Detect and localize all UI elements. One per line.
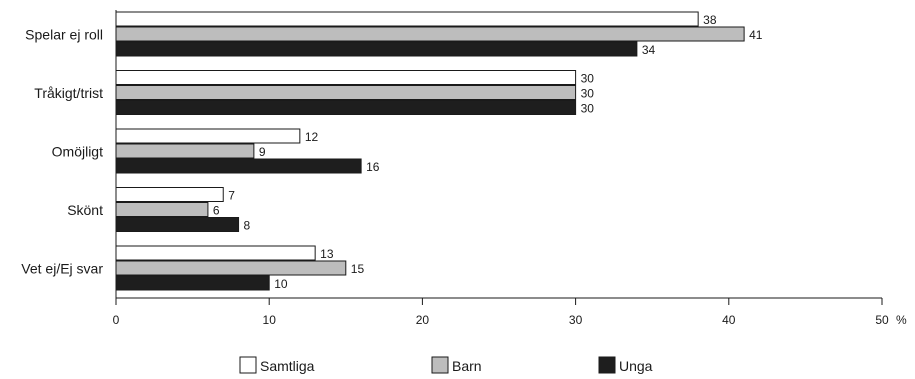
value-label: 8: [244, 219, 251, 233]
value-label: 30: [581, 72, 595, 86]
legend-label-samtliga: Samtliga: [260, 358, 315, 374]
category-label: Vet ej/Ej svar: [21, 261, 103, 277]
category-label: Skönt: [67, 202, 103, 218]
x-tick-label: 40: [722, 313, 736, 327]
value-label: 34: [642, 43, 656, 57]
x-tick-label: 50: [875, 313, 889, 327]
value-label: 9: [259, 145, 266, 159]
legend: Samtliga Barn Unga: [239, 356, 653, 374]
bar-barn-vet-ej-ej-svar: [115, 260, 347, 276]
legend-label-barn: Barn: [452, 358, 482, 374]
bar-unga-tr-kigt-trist: [115, 100, 577, 115]
value-label: 30: [581, 102, 595, 116]
value-label: 10: [274, 277, 288, 291]
category-label: Tråkigt/trist: [34, 85, 103, 101]
x-tick-label: 30: [569, 313, 583, 327]
x-tick-label: 0: [113, 313, 120, 327]
bar-samtliga-tr-kigt-trist: [115, 70, 577, 85]
x-ticks: 0 10 20 30 40 50: [113, 298, 889, 327]
value-label: 7: [228, 189, 235, 203]
value-label: 12: [305, 130, 319, 144]
bar-samtliga-spelar-ej-roll: [115, 11, 699, 27]
bar-unga-sk-nt: [115, 217, 240, 232]
value-label: 6: [213, 204, 220, 218]
x-tick-label: 20: [416, 313, 430, 327]
value-label: 13: [320, 247, 334, 261]
legend-swatch-unga: [598, 356, 616, 374]
bar-barn-spelar-ej-roll: [115, 26, 745, 42]
category-label: Omöjligt: [52, 144, 103, 160]
legend-swatch-barn: [431, 356, 449, 374]
bar-barn-tr-kigt-trist: [115, 85, 577, 100]
value-label: 15: [351, 262, 365, 276]
bar-unga-vet-ej-ej-svar: [115, 275, 270, 291]
x-tick-label: 10: [263, 313, 277, 327]
bar-barn-sk-nt: [115, 202, 209, 217]
legend-swatch-samtliga: [239, 356, 257, 374]
value-label: 16: [366, 160, 380, 174]
legend-label-unga: Unga: [619, 358, 653, 374]
category-label: Spelar ej roll: [25, 27, 103, 43]
category-labels: Spelar ej roll Tråkigt/trist Omöjligt Skönt…: [21, 27, 103, 277]
bar-unga-om-jligt: [115, 158, 362, 174]
bar-unga-spelar-ej-roll: [115, 41, 638, 57]
value-label: 38: [703, 13, 717, 27]
bar-samtliga-vet-ej-ej-svar: [115, 245, 316, 261]
axes-group: [115, 10, 882, 299]
bar-barn-om-jligt: [115, 143, 255, 159]
bar-samtliga-om-jligt: [115, 128, 301, 144]
value-label: 41: [749, 28, 763, 42]
x-axis-unit: %: [896, 313, 907, 327]
value-label: 30: [581, 87, 595, 101]
bar-samtliga-sk-nt: [115, 187, 224, 202]
